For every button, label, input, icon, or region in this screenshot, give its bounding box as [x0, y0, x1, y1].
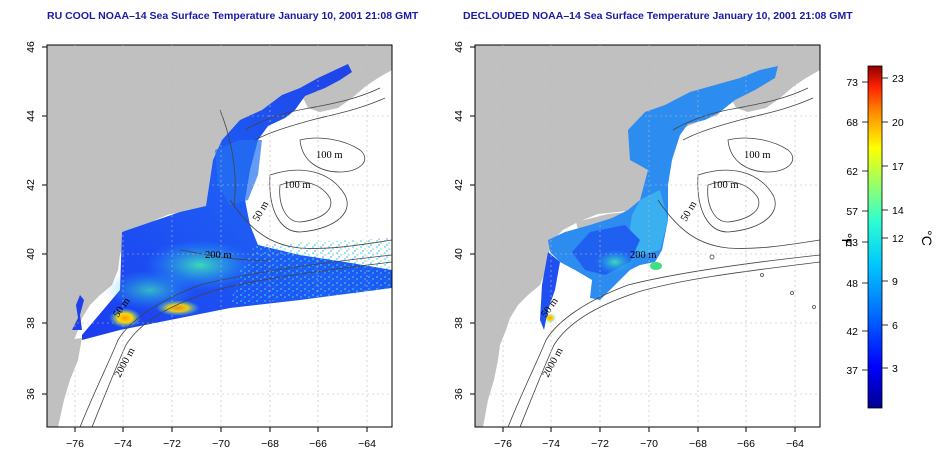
- lat-tick-label: 46: [453, 41, 465, 53]
- lat-tick-label: 36: [25, 388, 37, 400]
- colorbar-fahrenheit-unit: °F: [839, 233, 855, 247]
- colorbar-f-label: 62: [846, 166, 858, 178]
- left-map-title: RU COOL NOAA–14 Sea Surface Temperature …: [47, 10, 419, 22]
- left-map-panel: 100 m 100 m 50 m 200 m 50 m 2000 m: [46, 44, 393, 428]
- colorbar-c-label: 23: [892, 73, 904, 85]
- left-x-axis: [74, 427, 368, 432]
- colorbar-f-label: 57: [846, 206, 858, 218]
- lon-tick-label: −70: [640, 438, 658, 450]
- colorbar-f-label: 73: [846, 77, 858, 89]
- contour-label-100m-north: 100 m: [744, 150, 771, 161]
- right-x-axis: [502, 427, 796, 432]
- contour-label-100m-north: 100 m: [316, 150, 343, 161]
- colorbar-f-label: 48: [846, 278, 858, 290]
- colorbar-f-label: 42: [846, 326, 858, 338]
- right-y-axis: [470, 46, 475, 395]
- colorbar: 73 68 62 57 53 48 42 37 23 20 17 14 12 9…: [839, 65, 935, 409]
- lat-tick-label: 46: [25, 41, 37, 53]
- contour-label-100m-bank: 100 m: [284, 180, 311, 191]
- contour-label-200m: 200 m: [630, 250, 657, 261]
- colorbar-c-label: 3: [892, 363, 898, 375]
- colorbar-c-label: 20: [892, 117, 904, 129]
- left-y-axis: [42, 46, 47, 395]
- lon-tick-label: −72: [163, 438, 181, 450]
- colorbar-c-label: 6: [892, 320, 898, 332]
- lon-tick-label: −72: [591, 438, 609, 450]
- right-map-title: DECLOUDED NOAA–14 Sea Surface Temperatur…: [463, 10, 853, 22]
- lon-tick-label: −74: [542, 438, 560, 450]
- left-gridlines: [47, 45, 392, 427]
- colorbar-celsius-unit: °C: [919, 230, 935, 246]
- lon-tick-label: −74: [114, 438, 132, 450]
- lat-tick-label: 40: [453, 248, 465, 260]
- lat-tick-label: 40: [25, 248, 37, 260]
- colorbar-gradient: [867, 65, 883, 409]
- lat-tick-label: 38: [25, 317, 37, 329]
- lon-tick-label: −66: [737, 438, 755, 450]
- contour-label-100m-bank: 100 m: [712, 180, 739, 191]
- lon-tick-label: −68: [689, 438, 707, 450]
- land-mass: [475, 45, 820, 427]
- lat-tick-label: 44: [453, 110, 465, 122]
- colorbar-c-label: 17: [892, 161, 904, 173]
- colorbar-c-label: 9: [892, 276, 898, 288]
- lon-tick-label: −64: [358, 438, 376, 450]
- colorbar-f-label: 68: [846, 117, 858, 129]
- lon-tick-label: −68: [261, 438, 279, 450]
- colorbar-f-label: 37: [846, 365, 858, 377]
- lat-tick-label: 38: [453, 317, 465, 329]
- colorbar-c-label: 14: [892, 205, 904, 217]
- lon-tick-label: −76: [494, 438, 512, 450]
- contour-label-200m: 200 m: [205, 250, 232, 261]
- land-mass: [47, 45, 392, 427]
- colorbar-c-label: 12: [892, 233, 904, 245]
- lon-tick-label: −76: [66, 438, 84, 450]
- lon-tick-label: −66: [309, 438, 327, 450]
- right-gridlines: [475, 45, 820, 427]
- lon-tick-label: −64: [786, 438, 804, 450]
- lat-tick-label: 42: [453, 179, 465, 191]
- lat-tick-label: 42: [25, 179, 37, 191]
- lat-tick-label: 36: [453, 388, 465, 400]
- colorbar-f-label: 53: [846, 237, 858, 249]
- right-map-panel: 100 m 100 m 50 m 200 m 50 m 2000 m: [474, 44, 821, 428]
- lon-tick-label: −70: [212, 438, 230, 450]
- lat-tick-label: 44: [25, 110, 37, 122]
